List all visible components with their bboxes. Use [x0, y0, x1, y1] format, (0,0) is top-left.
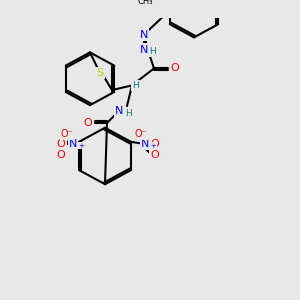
Text: O⁻: O⁻ — [61, 129, 74, 139]
Text: O: O — [57, 150, 65, 160]
Text: N: N — [140, 29, 148, 40]
Text: O: O — [84, 118, 92, 128]
Text: O: O — [151, 139, 159, 149]
Text: O⁻: O⁻ — [135, 129, 147, 139]
Text: H: H — [126, 109, 132, 118]
Text: O: O — [171, 63, 179, 74]
Text: O: O — [151, 150, 159, 160]
Text: CH₃: CH₃ — [137, 0, 153, 6]
Text: H: H — [148, 47, 155, 56]
Text: S: S — [96, 68, 103, 78]
Text: N: N — [140, 45, 148, 55]
Text: O: O — [57, 139, 65, 149]
Text: +: + — [150, 142, 156, 148]
Text: +: + — [78, 142, 84, 148]
Text: N: N — [141, 139, 149, 149]
Text: H: H — [132, 81, 139, 90]
Text: N: N — [115, 106, 123, 116]
Text: N: N — [69, 139, 77, 149]
